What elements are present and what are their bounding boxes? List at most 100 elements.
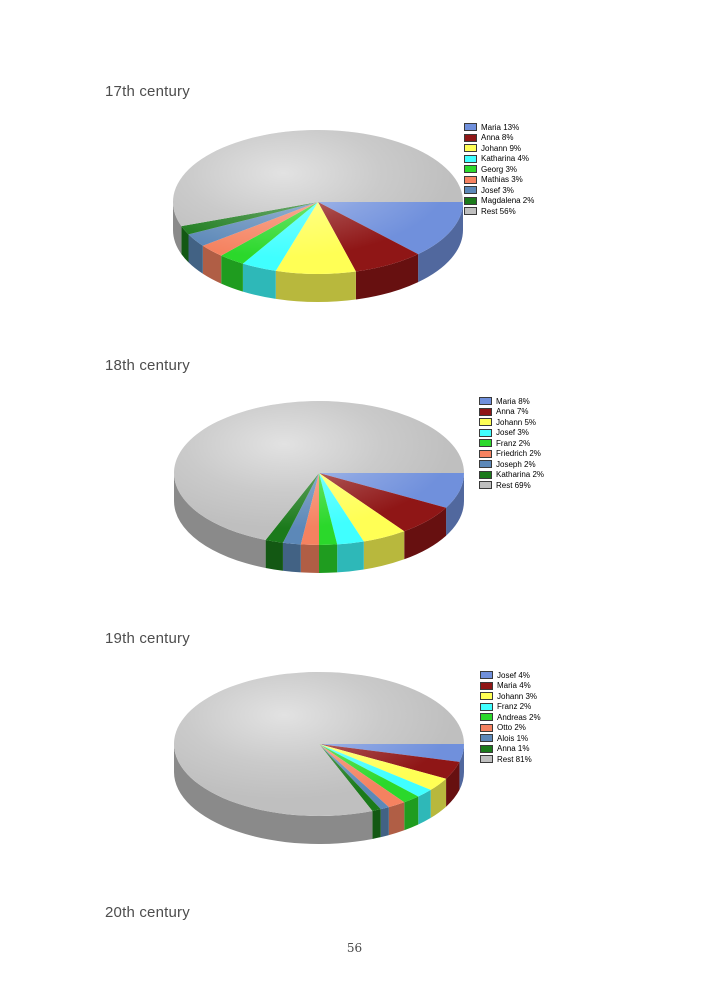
legend-label: Otto 2% [497,723,526,733]
legend-swatch [464,207,477,216]
legend-item: Anna 7% [479,407,544,418]
legend-swatch [464,186,477,195]
legend-label: Katharina 4% [481,154,530,164]
legend-swatch [479,439,492,448]
section-heading-17th-century: 17th century [105,83,190,100]
legend-label: Mathias 3% [481,175,523,185]
legend-item: Johann 3% [480,691,541,702]
legend-item: Josef 3% [464,185,534,196]
legend-item: Franz 2% [480,702,541,713]
pie-slice-side [388,802,405,836]
section-heading-18th-century: 18th century [105,357,190,374]
legend-label: Anna 1% [497,744,530,754]
legend-label: Rest 81% [497,754,532,764]
legend-label: Josef 4% [497,670,530,680]
legend-item: Rest 81% [480,754,541,765]
legend-swatch [479,407,492,416]
legend-item: Maria 8% [479,396,544,407]
pie-3d-graphic [174,671,464,844]
chart-legend-17th-century: Maria 13% Anna 8% Johann 9% Katharina 4% Geo… [464,122,534,217]
legend-swatch [464,196,477,205]
legend-swatch [479,481,492,490]
legend-item: Maria 13% [464,122,534,133]
legend-label: Rest 69% [496,480,531,490]
legend-swatch [464,144,477,153]
legend-item: Magdalena 2% [464,196,534,207]
legend-label: Anna 8% [481,133,514,143]
pie-3d-graphic [173,129,463,303]
legend-item: Johann 5% [479,417,544,428]
pie-3d-graphic [173,400,464,573]
legend-item: Rest 56% [464,206,534,217]
pie-slice-side [265,539,283,571]
legend-label: Franz 2% [497,702,532,712]
legend-item: Alois 1% [480,733,541,744]
legend-item: Mathias 3% [464,175,534,186]
pie-slice-side [300,544,319,573]
legend-label: Magdalena 2% [481,196,535,206]
legend-item: Katharina 4% [464,154,534,165]
legend-item: Maria 4% [480,681,541,692]
legend-label: Johann 3% [497,691,538,701]
legend-label: Alois 1% [497,733,529,743]
pie-slice-side [372,809,381,839]
legend-label: Johann 5% [496,417,537,427]
legend-swatch [480,734,493,743]
pie-slice-side [174,744,373,844]
legend-item: Friedrich 2% [479,449,544,460]
legend-label: Joseph 2% [496,459,536,469]
pie-slice-side [275,270,356,303]
legend-swatch [480,702,493,711]
legend-swatch [480,744,493,753]
legend-swatch [479,397,492,406]
legend-swatch [480,713,493,722]
legend-item: Andreas 2% [480,712,541,723]
legend-item: Johann 9% [464,143,534,154]
legend-item: Josef 3% [479,428,544,439]
legend-label: Maria 4% [497,681,531,691]
legend-swatch [480,755,493,764]
legend-label: Josef 3% [481,185,514,195]
legend-swatch [479,470,492,479]
pie-slice-side [337,541,364,573]
legend-label: Franz 2% [496,438,531,448]
pie-chart-19th-century [169,670,469,850]
section-heading-20th-century: 20th century [105,904,190,921]
legend-item: Otto 2% [480,723,541,734]
legend-swatch [479,428,492,437]
legend-label: Maria 8% [496,396,530,406]
pie-chart-17th-century [168,128,468,308]
legend-label: Rest 56% [481,206,516,216]
legend-item: Franz 2% [479,438,544,449]
legend-swatch [464,133,477,142]
pie-slice-side [319,544,338,573]
legend-item: Josef 4% [480,670,541,681]
legend-item: Rest 69% [479,480,544,491]
pie-slice-side [380,807,389,838]
legend-item: Georg 3% [464,164,534,175]
pie-slice-side [404,796,419,831]
legend-label: Anna 7% [496,407,529,417]
legend-swatch [480,671,493,680]
legend-swatch [479,460,492,469]
section-heading-19th-century: 19th century [105,630,190,647]
legend-swatch [464,165,477,174]
legend-label: Maria 13% [481,122,520,132]
page-number: 56 [346,941,363,955]
legend-label: Johann 9% [481,143,522,153]
legend-item: Katharina 2% [479,470,544,481]
pie-slice-side [282,542,301,573]
legend-item: Joseph 2% [479,459,544,470]
legend-swatch [479,449,492,458]
legend-label: Friedrich 2% [496,449,541,459]
legend-swatch [464,175,477,184]
legend-label: Georg 3% [481,164,518,174]
legend-label: Katharina 2% [496,470,545,480]
legend-swatch [480,692,493,701]
legend-swatch [480,681,493,690]
legend-swatch [479,418,492,427]
legend-item: Anna 1% [480,744,541,755]
pie-chart-18th-century [169,399,469,579]
legend-item: Anna 8% [464,133,534,144]
